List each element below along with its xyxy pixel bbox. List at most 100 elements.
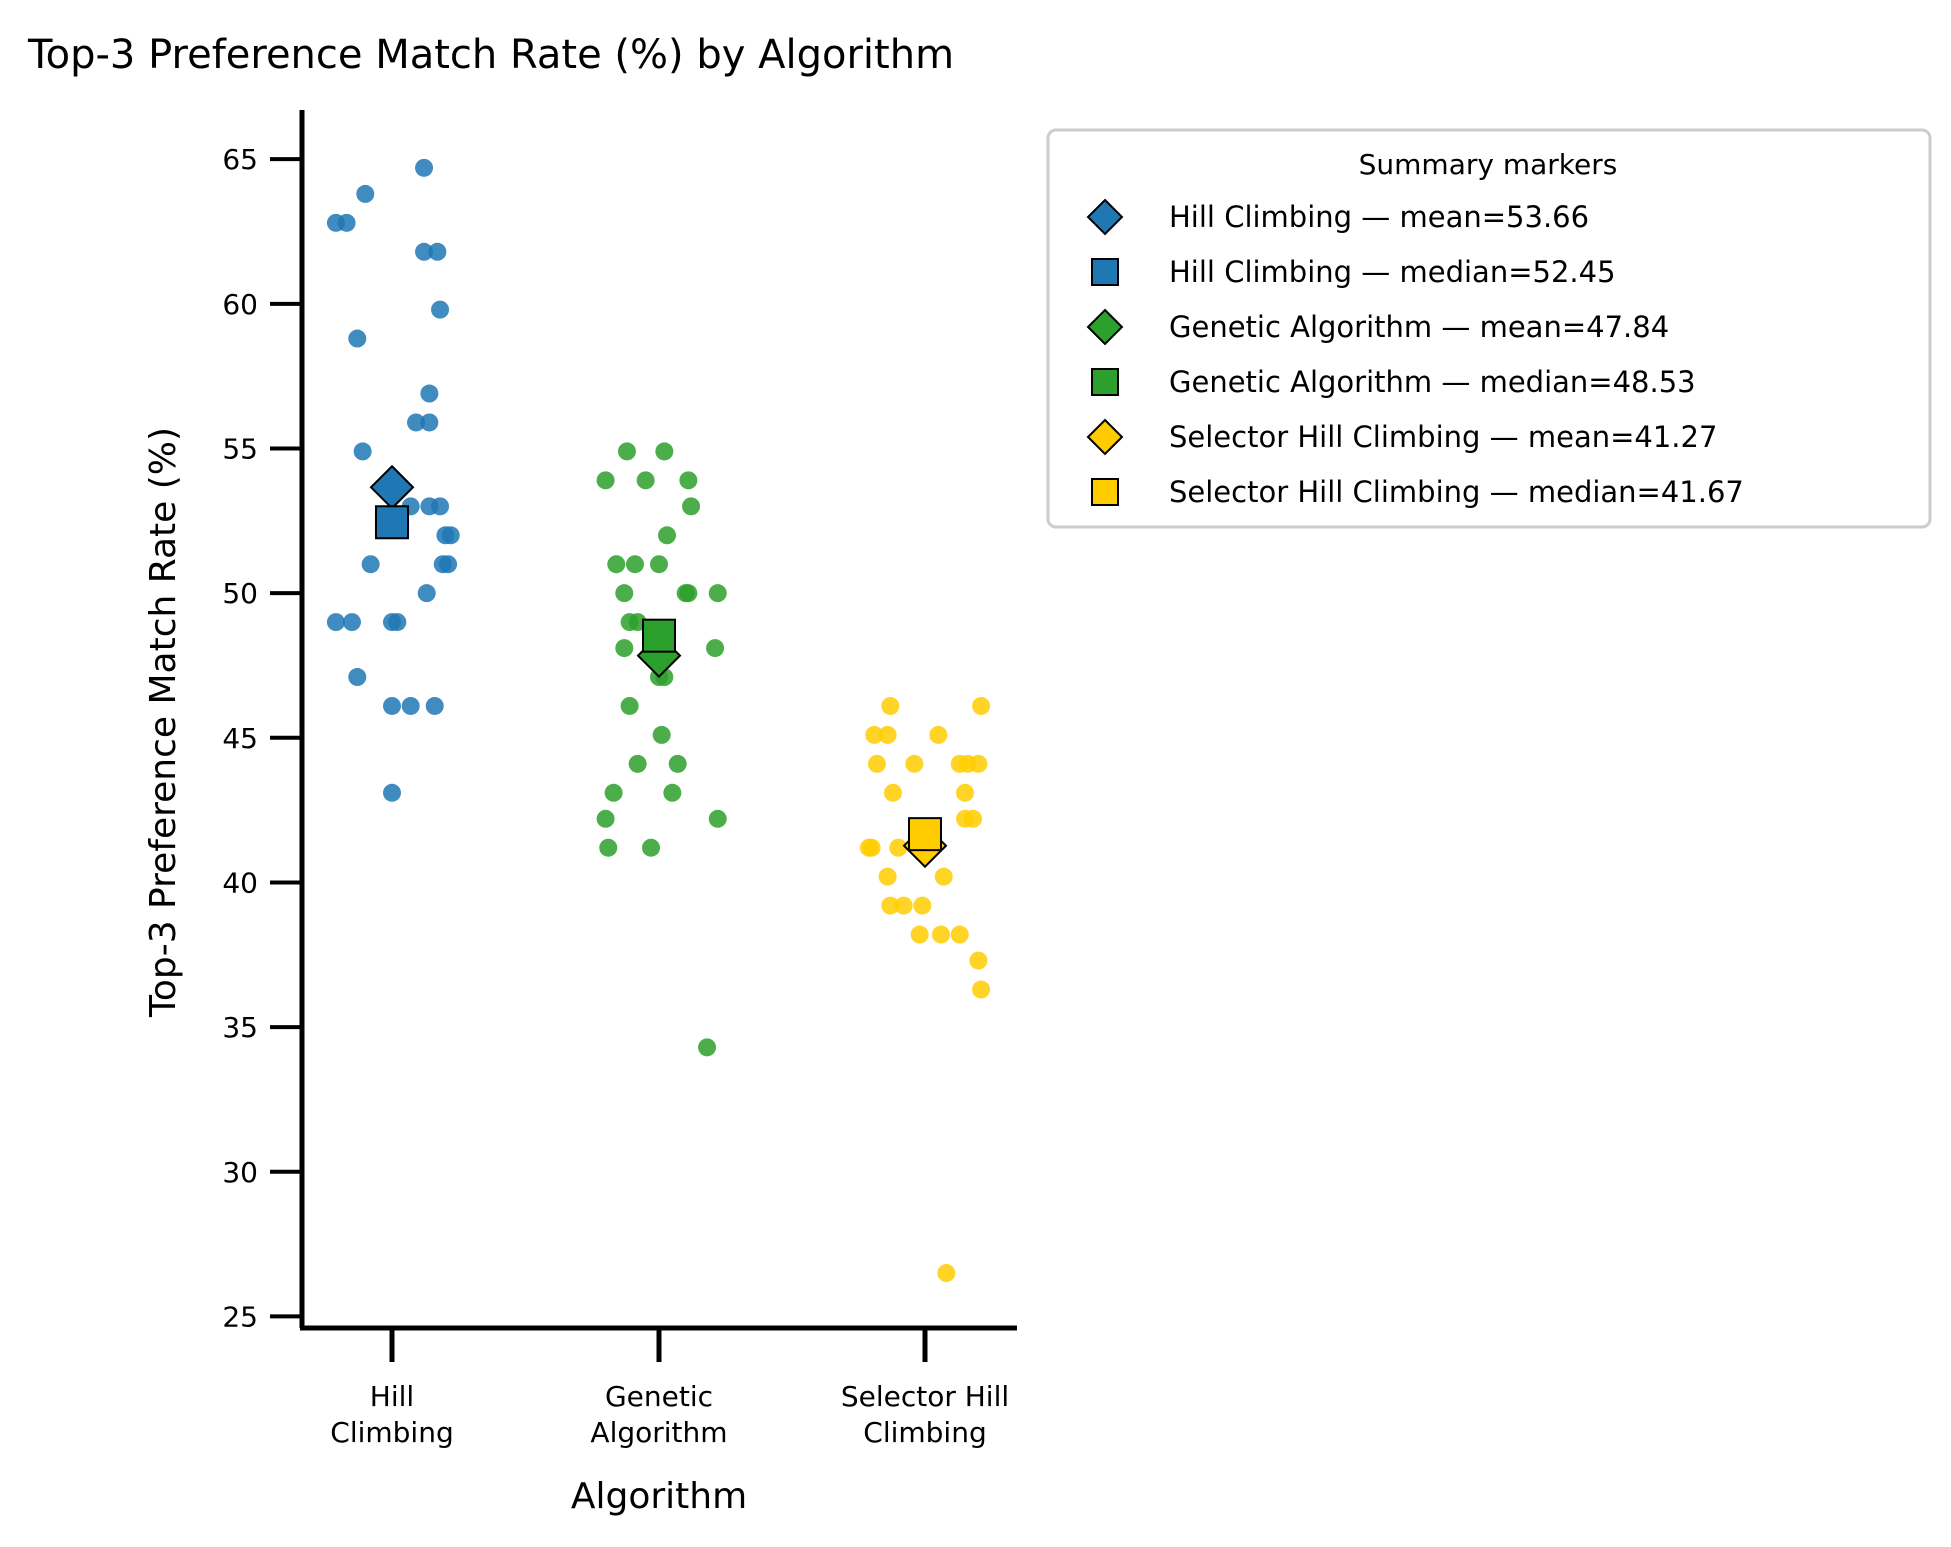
median-marker [375, 505, 409, 540]
legend-entry-label: Selector Hill Climbing — mean=41.27 [1169, 420, 1717, 454]
data-point [679, 584, 698, 603]
data-point [625, 555, 644, 574]
y-tick-label: 65 [222, 143, 258, 176]
data-point [599, 838, 618, 857]
data-point [407, 413, 426, 432]
legend-entry-label: Selector Hill Climbing — median=41.67 [1169, 475, 1744, 509]
data-point [972, 696, 991, 715]
data-point [620, 696, 639, 715]
data-point [682, 497, 701, 516]
legend-entry-label: Hill Climbing — mean=53.66 [1169, 200, 1589, 234]
data-point [361, 555, 380, 574]
data-point [910, 925, 929, 944]
data-point [650, 555, 668, 574]
legend-marker-diamond [1086, 308, 1124, 346]
data-point [679, 471, 698, 490]
data-point [641, 838, 660, 857]
legend-marker-square [1091, 478, 1119, 506]
legend-title: Summary markers [1359, 148, 1618, 181]
legend-marker-diamond [1086, 198, 1124, 236]
x-tick-label: Climbing [330, 1416, 453, 1449]
data-point [596, 471, 615, 490]
data-point [348, 668, 367, 687]
data-point [894, 896, 913, 915]
data-point [652, 725, 671, 744]
data-point [428, 242, 447, 261]
data-point [420, 413, 439, 432]
data-point [889, 838, 908, 857]
data-point [401, 696, 420, 715]
data-point [932, 925, 951, 944]
chart-title: Top-3 Preference Match Rate (%) by Algor… [27, 32, 954, 78]
data-point [615, 639, 634, 658]
data-point [441, 526, 460, 545]
x-axis-label: Algorithm [571, 1476, 747, 1517]
legend-frame [1046, 128, 1932, 529]
data-point [937, 1264, 956, 1283]
data-point [425, 696, 444, 715]
data-point [929, 725, 948, 744]
data-point [881, 696, 900, 715]
data-point [431, 300, 450, 319]
legend-entry-label: Genetic Algorithm — mean=47.84 [1169, 310, 1669, 344]
x-tick-label: Hill [370, 1380, 414, 1413]
x-tick-label: Selector Hill [841, 1380, 1009, 1413]
data-point [615, 584, 634, 603]
y-axis-label: Top-3 Preference Match Rate (%) [143, 427, 184, 1018]
data-point [417, 584, 436, 603]
x-tick-label: Algorithm [590, 1416, 727, 1449]
y-tick-label: 30 [222, 1156, 258, 1189]
data-point [658, 526, 677, 545]
y-tick-label: 40 [222, 866, 258, 899]
data-point [326, 613, 345, 632]
data-point [655, 442, 674, 461]
ticks: 253035404550556065HillClimbingGeneticAlg… [222, 143, 1009, 1449]
data-point [431, 497, 450, 516]
data-point [865, 725, 884, 744]
legend: Summary markers Hill Climbing — mean=53.… [1046, 128, 1932, 529]
data-point [439, 555, 458, 574]
data-point [913, 896, 932, 915]
data-point [415, 158, 434, 177]
data-points [326, 158, 991, 1283]
data-point [698, 1038, 717, 1057]
data-point [867, 754, 886, 773]
data-point [348, 329, 367, 348]
data-point [881, 896, 900, 915]
y-tick-label: 60 [222, 288, 258, 321]
data-point [388, 613, 407, 632]
data-point [969, 754, 988, 773]
median-marker [908, 817, 942, 852]
data-point [617, 442, 636, 461]
legend-entry-label: Hill Climbing — median=52.45 [1169, 255, 1616, 289]
data-point [905, 754, 924, 773]
data-point [607, 555, 626, 574]
legend-marker-square [1091, 258, 1119, 286]
y-tick-label: 50 [222, 577, 258, 610]
data-point [934, 867, 953, 886]
data-point [356, 184, 375, 203]
data-point [628, 754, 647, 773]
legend-entry-label: Genetic Algorithm — median=48.53 [1169, 365, 1696, 399]
data-point [663, 783, 682, 802]
data-point [604, 783, 623, 802]
data-point [706, 639, 725, 658]
data-point [383, 696, 401, 715]
data-point [383, 783, 401, 802]
data-point [956, 783, 975, 802]
data-point [878, 725, 897, 744]
axes [299, 110, 1017, 1331]
legend-marker-diamond [1086, 418, 1124, 456]
data-point [964, 809, 983, 828]
data-point [972, 980, 991, 999]
data-point [878, 867, 897, 886]
summary-markers [369, 464, 948, 869]
x-tick-label: Genetic [605, 1380, 713, 1413]
median-marker [642, 618, 676, 653]
y-tick-label: 35 [222, 1011, 258, 1044]
data-point [969, 951, 988, 970]
data-point [342, 613, 361, 632]
data-point [883, 783, 902, 802]
